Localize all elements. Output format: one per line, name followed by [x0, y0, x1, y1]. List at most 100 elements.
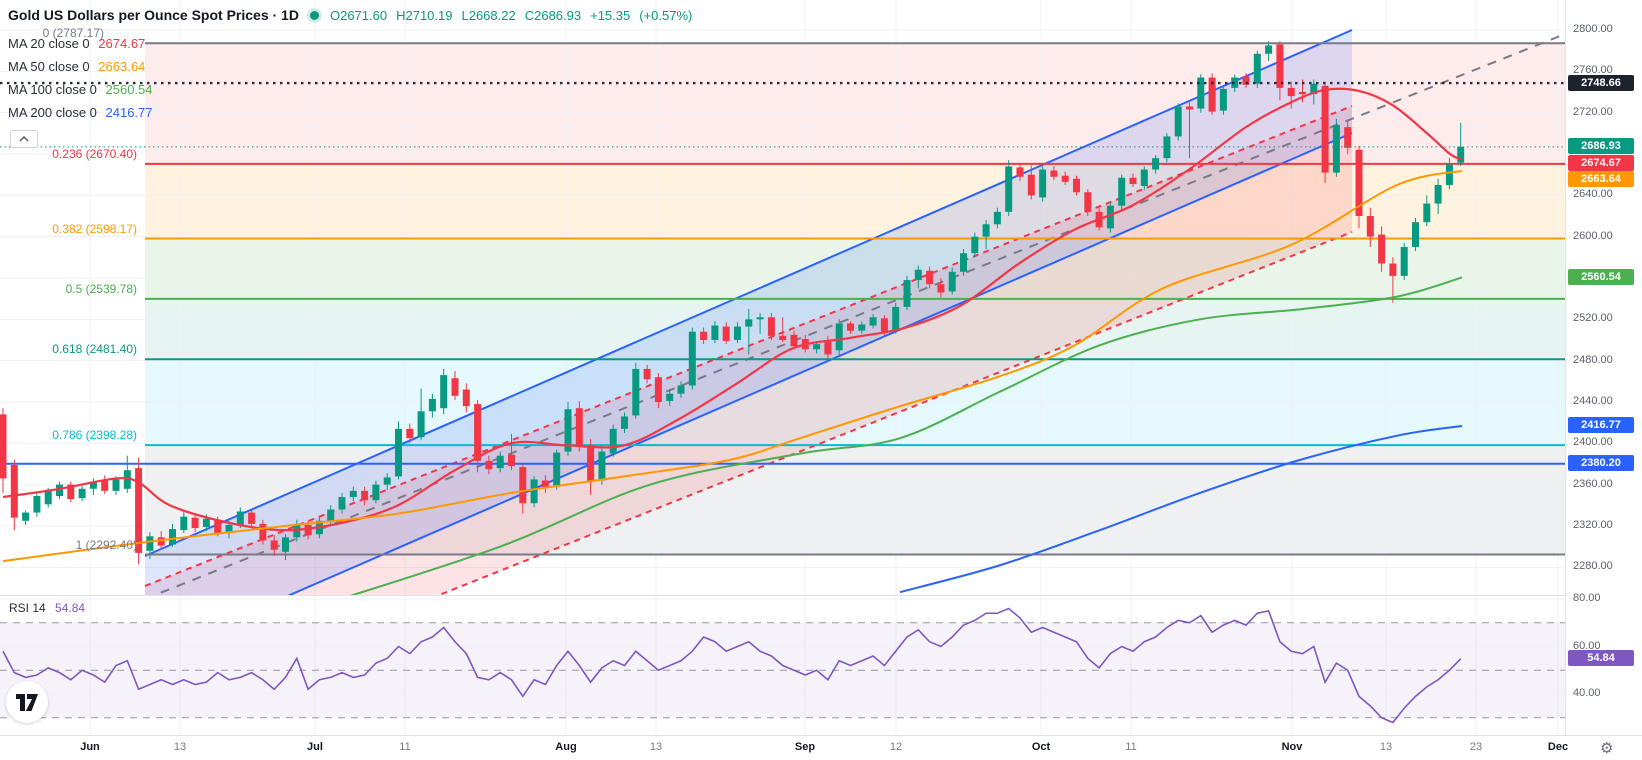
candle-body	[417, 411, 425, 438]
candle-body	[700, 331, 708, 340]
ma50-legend-row[interactable]: MA 50 close 0 2663.64	[8, 59, 145, 74]
rsi-tick-40.00: 40.00	[1573, 687, 1601, 699]
candle-body	[1378, 234, 1386, 264]
legend-collapse-button[interactable]	[10, 130, 38, 148]
candle-body	[1016, 167, 1024, 177]
candle-body	[711, 325, 719, 340]
price-badge-2674.67: 2674.67	[1568, 154, 1634, 171]
settings-gear-icon[interactable]: ⚙	[1600, 740, 1614, 757]
fib-label-1[interactable]: 1 (2292.40)	[75, 537, 137, 552]
price-badge-2380.20: 2380.20	[1568, 455, 1634, 472]
price-chart-pane[interactable]	[0, 0, 1565, 595]
candle-body	[914, 269, 922, 281]
candle-body	[745, 319, 753, 327]
fib-label-0[interactable]: 0 (2787.17)	[42, 26, 104, 41]
candle-body	[327, 509, 335, 521]
candle-body	[541, 480, 549, 488]
candle-body	[982, 224, 990, 237]
ma50-value: 2663.64	[98, 59, 146, 74]
candle-body	[1186, 106, 1193, 110]
ma200-line	[899, 425, 1463, 594]
time-label-Oct: Oct	[1031, 741, 1051, 753]
candle-body	[564, 409, 572, 452]
candle-body	[1027, 174, 1035, 196]
market-status-icon[interactable]	[306, 7, 322, 23]
fib-label-0.5[interactable]: 0.5 (2539.78)	[65, 281, 137, 296]
candle-body	[56, 484, 63, 497]
candle-body	[259, 523, 267, 541]
ohlc-low-label: L	[461, 7, 469, 23]
fib-label-0.236[interactable]: 0.236 (2670.40)	[52, 146, 137, 161]
candle-body	[89, 482, 97, 489]
fib-label-0.382[interactable]: 0.382 (2598.17)	[52, 221, 137, 236]
candle-body	[1366, 215, 1374, 237]
ma200-legend-row[interactable]: MA 200 close 0 2416.77	[8, 105, 153, 120]
candle-body	[993, 211, 1001, 225]
candle-body	[67, 484, 75, 500]
candle-body	[869, 317, 877, 326]
candle-body	[406, 428, 414, 439]
candle-body	[1061, 175, 1069, 182]
ohlc-close-label: C	[524, 7, 535, 23]
candle-body	[632, 368, 640, 416]
price-tick-2320.00: 2320.00	[1573, 518, 1613, 531]
rsi-legend-row[interactable]: RSI 14 54.84	[9, 601, 85, 615]
ohlc-open-label: O	[329, 7, 341, 23]
candle-body	[1265, 45, 1273, 54]
candle-body	[519, 467, 527, 504]
time-label-Nov: Nov	[1281, 741, 1303, 753]
time-label-13: 13	[649, 741, 663, 753]
candle-body	[44, 489, 52, 505]
candle-body	[767, 317, 775, 336]
candle-body	[1242, 76, 1250, 85]
candle-body	[722, 326, 730, 342]
candle-body	[1299, 91, 1306, 95]
ma20-legend-row[interactable]: MA 20 close 0 2674.67	[8, 36, 145, 51]
price-badge-2663.64: 2663.64	[1568, 171, 1634, 188]
time-label-11: 11	[1125, 741, 1137, 753]
candle-body	[485, 460, 493, 470]
pane-separator[interactable]	[0, 595, 1642, 596]
candle-body	[282, 537, 289, 552]
candle-body	[971, 236, 979, 254]
candle-body	[440, 375, 448, 409]
price-scale-axis[interactable]: 2800.00 2760.00 2720.00 2640.00 2600.00 2520.…	[1565, 0, 1642, 735]
candle-body	[361, 490, 369, 501]
ma50-label: MA 50 close 0	[8, 59, 90, 74]
ma100-legend-row[interactable]: MA 100 close 0 2560.54	[8, 82, 153, 97]
ohlc-open: 2671.60	[340, 7, 388, 23]
tradingview-logo-icon	[16, 693, 38, 711]
ohlc-high-label: H	[396, 7, 406, 23]
candles	[0, 41, 1465, 565]
candle-body	[202, 518, 210, 528]
candle-body	[236, 511, 244, 525]
fib-label-0.618[interactable]: 0.618 (2481.40)	[52, 342, 137, 357]
candle-body	[180, 516, 188, 531]
fib-band-0.382	[145, 238, 1565, 299]
candle-body	[1310, 83, 1318, 95]
time-scale-axis[interactable]: ⚙ Jun 13 Jul 11 Aug 13 Sep 12 Oct 11 Nov 13 23 Dec	[0, 735, 1642, 760]
rsi-tick-60.00: 60.00	[1573, 639, 1601, 652]
candle-body	[157, 537, 165, 546]
candle-body	[813, 344, 821, 350]
candle-body	[22, 512, 30, 521]
symbol-title[interactable]: Gold US Dollars per Ounce Spot Prices · …	[8, 7, 299, 23]
candle-body	[553, 452, 561, 487]
candle-body	[609, 428, 617, 454]
price-tick-2280.00: 2280.00	[1573, 560, 1613, 573]
candle-body	[191, 517, 199, 529]
candle-body	[1073, 178, 1080, 193]
price-badge-2686.93: 2686.93	[1568, 138, 1634, 155]
fib-label-0.786[interactable]: 0.786 (2398.28)	[52, 428, 137, 443]
time-label-Jul: Jul	[307, 741, 323, 753]
ma20-label: MA 20 close 0	[8, 36, 90, 51]
candle-body	[1332, 125, 1340, 173]
candle-body	[1129, 177, 1137, 184]
candle-body	[270, 540, 278, 550]
candle-body	[1423, 203, 1431, 223]
candle-body	[1174, 106, 1182, 137]
ohlc-high: 2710.19	[405, 7, 453, 23]
rsi-indicator-pane[interactable]	[0, 596, 1565, 735]
candle-body	[688, 331, 696, 386]
tradingview-logo[interactable]	[6, 681, 48, 723]
